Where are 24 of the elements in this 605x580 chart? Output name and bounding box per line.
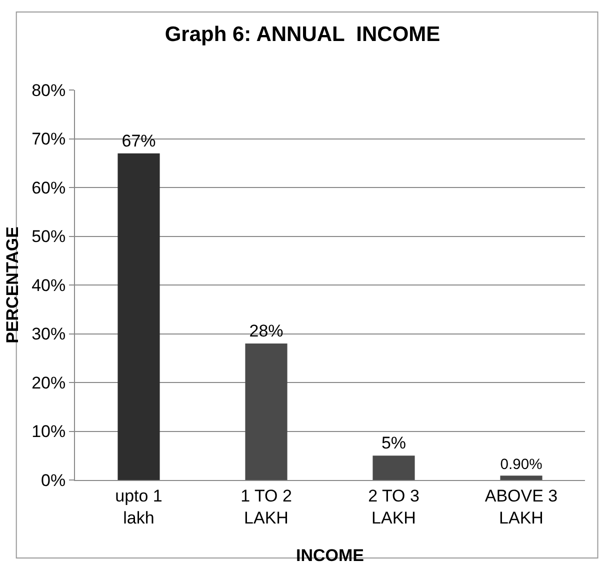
bar	[500, 476, 542, 480]
chart-title: Graph 6: ANNUAL INCOME	[164, 22, 440, 46]
y-axis-title: PERCENTAGE	[3, 226, 22, 344]
x-tick-label: upto 1 lakh	[115, 486, 162, 528]
y-tick-label: 20%	[32, 373, 66, 392]
x-tick-label: ABOVE 3 LAKH	[484, 486, 558, 528]
x-tick-label: 2 TO 3 LAKH	[368, 486, 420, 528]
x-tick-label: 1 TO 2 LAKH	[240, 486, 292, 528]
y-tick-label: 70%	[32, 130, 66, 149]
data-label: 28%	[249, 322, 284, 340]
data-label: 0.90%	[500, 457, 542, 474]
y-tick-label: 40%	[32, 276, 66, 295]
data-label: 5%	[381, 434, 406, 453]
y-tick-label: 30%	[32, 324, 66, 344]
data-label: 67%	[122, 131, 156, 150]
bar	[245, 344, 288, 480]
x-axis-title: INCOME	[296, 546, 364, 565]
y-tick-label: 10%	[32, 422, 66, 442]
y-tick-label: 60%	[32, 178, 66, 198]
y-tick-label: 50%	[32, 227, 66, 246]
y-tick-label: 0%	[41, 470, 66, 490]
bar	[118, 153, 160, 480]
y-tick-label: 80%	[32, 80, 66, 100]
bar	[372, 456, 415, 480]
